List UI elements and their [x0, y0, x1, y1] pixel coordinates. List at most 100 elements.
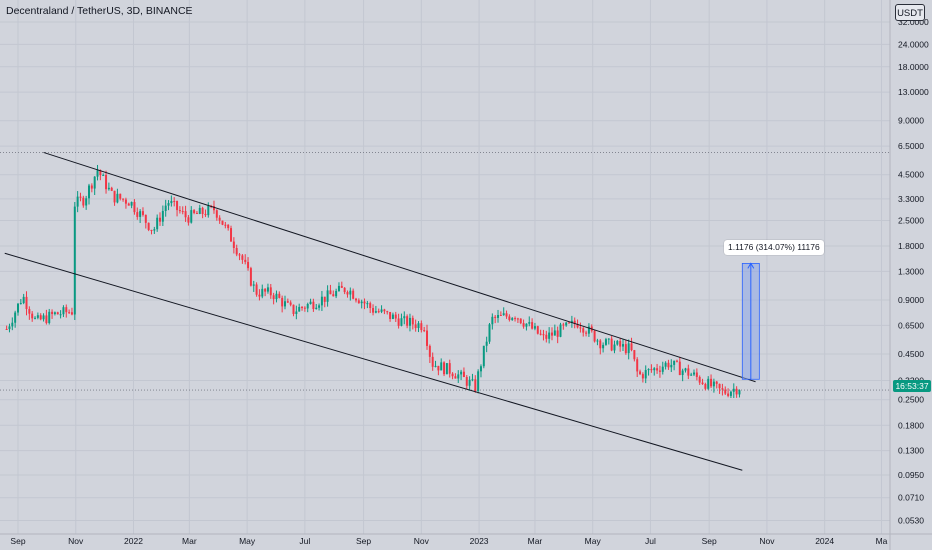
candle-body: [329, 290, 332, 295]
candle-body: [443, 362, 446, 375]
candle-body: [658, 370, 661, 372]
candle-body: [573, 320, 576, 324]
candle-body: [406, 316, 409, 326]
candle-body: [122, 198, 125, 200]
candle-body: [525, 323, 528, 327]
candle-body: [514, 318, 517, 320]
candle-body: [16, 303, 19, 313]
candle-body: [11, 322, 14, 327]
price-tick-label: 3.3000: [898, 194, 924, 204]
candle-body: [96, 170, 99, 177]
candle-body: [735, 388, 738, 395]
candle-body: [491, 316, 494, 325]
candle-body: [471, 379, 474, 381]
candle-body: [684, 368, 687, 371]
candle-body: [539, 333, 542, 335]
currency-button[interactable]: USDT: [895, 4, 925, 21]
time-tick-label: Sep: [356, 536, 371, 546]
trendlines[interactable]: [4, 151, 756, 471]
candle-body: [559, 324, 562, 337]
candle-body: [729, 391, 732, 396]
price-axis[interactable]: 32.0000 24.0000 18.0000 13.0000 9.0000 6.5000…: [898, 17, 929, 525]
candle-body: [653, 368, 656, 371]
candle-body: [167, 203, 170, 206]
candle-body: [408, 317, 411, 326]
candle-body: [681, 370, 684, 376]
candle-body: [357, 300, 360, 304]
time-axis[interactable]: Sep Nov 2022 Mar May Jul Sep Nov 2023 Mar May Jul Se…: [10, 536, 887, 546]
candle-body: [499, 314, 502, 316]
candle-body: [173, 200, 176, 202]
candles: [5, 164, 741, 399]
candle-body: [670, 364, 673, 368]
candle-body: [536, 326, 539, 334]
candle-body: [596, 340, 599, 342]
candle-body: [102, 174, 105, 176]
candle-body: [218, 217, 221, 221]
time-tick-label: 2022: [124, 536, 143, 546]
time-tick-label: Sep: [702, 536, 717, 546]
candle-body: [56, 312, 59, 315]
price-tick-label: 0.1300: [898, 446, 924, 456]
candle-body: [715, 381, 718, 384]
candle-body: [511, 318, 514, 320]
candle-body: [482, 345, 485, 367]
candle-body: [309, 301, 312, 305]
candle-body: [193, 210, 196, 213]
candle-body: [85, 198, 88, 206]
candle-body: [616, 341, 619, 345]
measure-arrow-head: [747, 262, 755, 269]
candle-body: [232, 241, 235, 248]
time-tick-label: Mar: [528, 536, 543, 546]
candle-body: [65, 307, 68, 313]
horizontal-levels: [0, 152, 890, 391]
candle-body: [704, 384, 707, 389]
candle-body: [485, 341, 488, 346]
candle-body: [366, 303, 369, 305]
candle-body: [391, 314, 394, 319]
candle-body: [127, 203, 130, 206]
candle-body: [488, 324, 491, 342]
price-tick-label: 0.1800: [898, 420, 924, 430]
price-tick-label: 0.9000: [898, 295, 924, 305]
candle-body: [159, 217, 162, 222]
candle-body: [227, 224, 230, 229]
price-range-measure[interactable]: [741, 262, 760, 380]
candle-body: [153, 229, 156, 231]
candle-body: [110, 187, 113, 191]
candle-body: [394, 314, 397, 319]
time-tick-label: May: [239, 536, 256, 546]
candle-body: [465, 377, 468, 386]
candle-body: [454, 376, 457, 379]
candle-body: [281, 297, 284, 307]
candle-body: [312, 301, 315, 310]
price-tick-label: 9.0000: [898, 116, 924, 126]
candle-body: [346, 292, 349, 295]
candle-body: [19, 303, 22, 305]
candle-body: [113, 190, 116, 203]
candle-body: [650, 369, 653, 371]
candle-body: [462, 371, 465, 378]
candle-body: [556, 330, 559, 337]
candle-body: [184, 211, 187, 218]
candle-body: [82, 197, 85, 206]
candle-body: [139, 211, 142, 217]
candle-body: [570, 320, 573, 323]
candle-body: [579, 327, 582, 329]
candle-body: [144, 214, 147, 223]
candle-body: [73, 206, 76, 315]
candle-body: [90, 185, 93, 189]
candle-body: [664, 362, 667, 367]
candle-body: [286, 301, 289, 303]
candle-body: [36, 315, 39, 318]
candle-body: [533, 326, 536, 329]
price-tick-label: 0.0710: [898, 493, 924, 503]
candle-body: [207, 205, 210, 216]
candle-body: [42, 315, 45, 320]
candle-body: [266, 287, 269, 292]
candle-body: [59, 314, 62, 316]
candle-body: [528, 322, 531, 324]
candle-body: [389, 311, 392, 319]
price-tick-label: 2.5000: [898, 215, 924, 225]
